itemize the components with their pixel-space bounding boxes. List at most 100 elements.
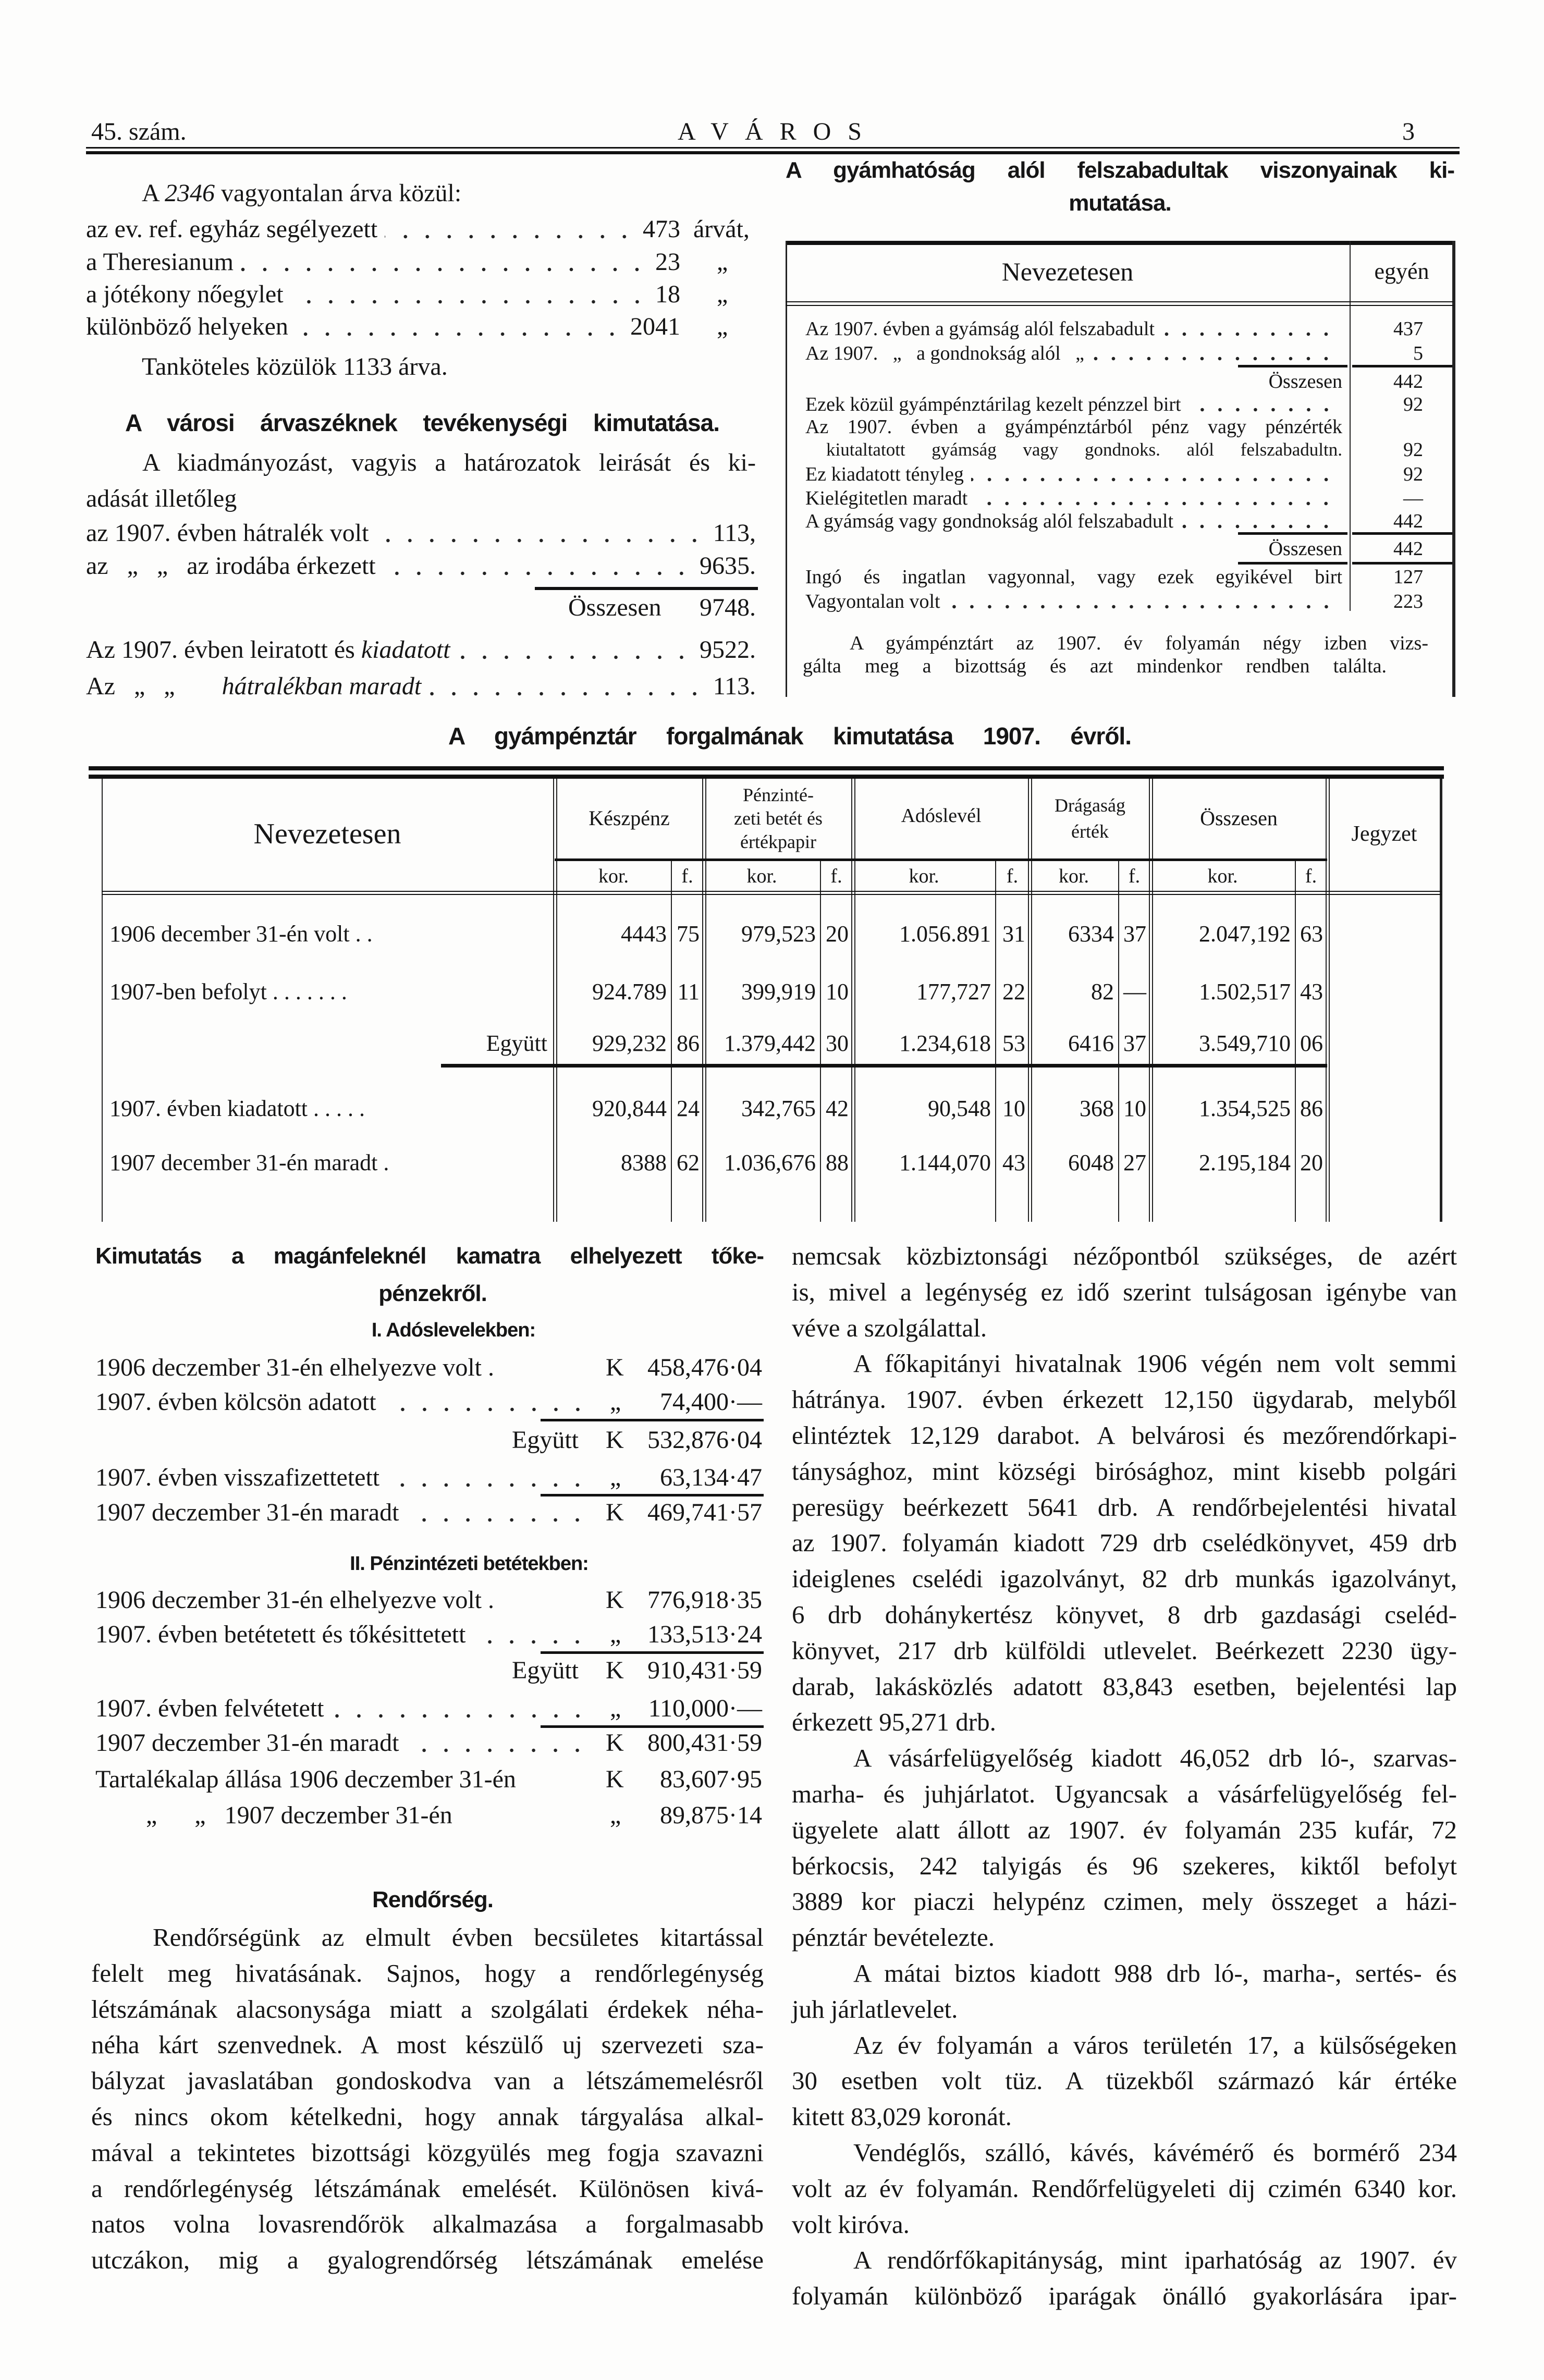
deposit-f: 42 bbox=[826, 1096, 849, 1121]
row-value: 133,513·24 bbox=[647, 1621, 762, 1648]
unit-kor: kor. bbox=[1058, 865, 1089, 887]
text-line: felelt meg hivatásának. Sajnos, hogy a r… bbox=[91, 1958, 764, 1988]
activity-row: az „ „ az irodába érkezett 9635. bbox=[86, 550, 756, 582]
total-label: Együtt bbox=[512, 1426, 579, 1454]
dot-leader bbox=[975, 486, 1335, 510]
valuable-kor: 6048 bbox=[1068, 1150, 1114, 1175]
row-value: 110,000·— bbox=[648, 1695, 762, 1722]
grid-line bbox=[851, 779, 852, 1222]
row-mark: K bbox=[606, 1765, 624, 1793]
total-f: 86 bbox=[1300, 1096, 1323, 1121]
row-value: 9635. bbox=[700, 552, 756, 580]
deposit-kor: 342,765 bbox=[741, 1096, 816, 1121]
text-line: juh járlatlevelet. bbox=[792, 1994, 958, 2023]
dot-leader bbox=[387, 1462, 589, 1493]
text-line: peresügy beérkezett 5641 drb. A rendőrbe… bbox=[792, 1492, 1457, 1522]
sum-rule bbox=[1238, 532, 1347, 535]
valuable-kor: 6334 bbox=[1068, 921, 1114, 947]
bond-f: 22 bbox=[1002, 979, 1025, 1004]
row-label: „ „ 1907 deczember 31-én bbox=[146, 1801, 452, 1829]
grid-line bbox=[1149, 779, 1150, 1222]
text-line: Rendőrségünk az elmult évben becsületes … bbox=[153, 1923, 764, 1952]
text-line: pénztár bevételezte. bbox=[792, 1923, 995, 1952]
text-line: A mátai biztos kiadott 988 drb ló-, marh… bbox=[853, 1958, 1457, 1988]
row-value: 23 bbox=[655, 248, 680, 276]
bond-kor: 1.144,070 bbox=[899, 1150, 991, 1175]
unit-kor: kor. bbox=[909, 865, 939, 887]
sum-rule bbox=[441, 1064, 1327, 1068]
section-title: I. Adóslevelekben: bbox=[371, 1319, 536, 1341]
row-label: 1907. évben felvétetett bbox=[95, 1695, 324, 1722]
right-column-text: nemcsak közbiztonsági nézőpontból szüksé… bbox=[792, 1238, 1457, 2314]
text-line: A főkapitányi hivatalnak 1906 végén nem … bbox=[853, 1349, 1457, 1378]
unit-kor: kor. bbox=[746, 865, 777, 887]
sum-rule bbox=[1352, 365, 1452, 367]
row-label: az 1907. évben hátralék volt bbox=[86, 519, 369, 547]
row-value: 458,476·04 bbox=[647, 1354, 762, 1381]
grid-line bbox=[1295, 860, 1296, 1222]
row-label: 1906 deczember 31-én elhelyezve volt . bbox=[95, 1354, 494, 1381]
text-line: a rendőrlegénység létszámának emelését. … bbox=[91, 2174, 764, 2203]
header-double-rule bbox=[102, 891, 1441, 892]
row-mark: K bbox=[606, 1499, 624, 1526]
dot-leader bbox=[385, 214, 635, 245]
fund-title-text: A gyámpénztár forgalmának kimutatása 190… bbox=[448, 722, 1132, 750]
issue-number: 45. szám. bbox=[91, 118, 187, 145]
deposit-kor: 979,523 bbox=[741, 921, 816, 947]
text-line: darab, lakásközlés adatott 83,843 esetbe… bbox=[792, 1672, 1457, 1701]
row-unit: „ bbox=[717, 280, 728, 308]
sum-rule bbox=[1352, 532, 1452, 535]
row-label: Ezek közül gyámpénztárilag kezelt pénzze… bbox=[805, 394, 1181, 415]
table-row: Kielégitetlen maradt bbox=[805, 486, 1342, 510]
row-value: 442 bbox=[1393, 538, 1423, 560]
row-mark: „ bbox=[610, 1695, 621, 1722]
row-label: 1907 deczember 31-én maradt bbox=[95, 1729, 399, 1757]
text-line: A vásárfelügyelőség kiadott 46,052 drb l… bbox=[853, 1744, 1457, 1773]
row-value: 18 bbox=[655, 280, 680, 308]
row-label: az „ „ az irodába érkezett bbox=[86, 552, 376, 580]
text-line: volt kiróva. bbox=[792, 2210, 910, 2239]
dot-leader bbox=[428, 671, 706, 702]
capital-title-line: Kimutatás a magánfeleknél kamatra elhely… bbox=[95, 1243, 764, 1269]
capital-title-line: pénzekről. bbox=[378, 1281, 487, 1306]
text-line: ideiglenes cselédi igazolványt, 82 drb m… bbox=[792, 1564, 1457, 1593]
row-value: 469,741·57 bbox=[647, 1499, 762, 1526]
total-kor: 3.549,710 bbox=[1199, 1030, 1291, 1056]
police-title: Rendőrség. bbox=[372, 1887, 494, 1912]
row-label-italic: hátralékban maradt bbox=[222, 672, 422, 700]
text-line: ügyelete alatt állott az 1907. év folyam… bbox=[792, 1815, 1457, 1844]
text-line: véve a szolgálattal. bbox=[792, 1313, 987, 1342]
text-line: 30 esetben volt tüz. A tüzekből származó… bbox=[792, 2066, 1457, 2095]
header-line: Pénzinté- bbox=[743, 784, 814, 805]
total-f: 20 bbox=[1300, 1150, 1323, 1175]
text-line: bályzat javaslatában gondoskodva van a l… bbox=[91, 2066, 764, 2095]
text-line: kitett 83,029 koronát. bbox=[792, 2102, 1012, 2131]
dot-leader bbox=[971, 462, 1335, 486]
bond-kor: 1.056.891 bbox=[899, 921, 991, 947]
intro-number: 2346 bbox=[165, 179, 215, 207]
text-line: 3889 kor piaczi helypénz czimen, mely ös… bbox=[792, 1887, 1457, 1916]
row-label: Az 1907. évben leiratott és bbox=[86, 636, 355, 664]
released-title-line: mutatása. bbox=[1069, 190, 1171, 216]
row-label: A gyámság vagy gondnokság alól felszabad… bbox=[805, 510, 1174, 532]
capital-row: 1907. évben betétetett és tőkésittetett bbox=[95, 1619, 596, 1650]
row-label: Tartalékalap állása 1906 deczember 31-én bbox=[95, 1765, 516, 1793]
dot-leader bbox=[295, 311, 623, 342]
dot-leader bbox=[383, 550, 692, 582]
sum-rule bbox=[1238, 562, 1347, 565]
text-line: mával a tekintetes bizottsági közgyülés … bbox=[91, 2138, 764, 2167]
dot-leader bbox=[406, 1727, 589, 1759]
header-double-rule bbox=[102, 894, 1441, 895]
row-label: 1907. évben kölcsön adatott bbox=[95, 1388, 376, 1416]
row-value: 83,607·95 bbox=[660, 1765, 762, 1793]
row-mark: K bbox=[606, 1426, 624, 1454]
row-value: 532,876·04 bbox=[647, 1426, 762, 1454]
released-title-line: A gyámhatóság alól felszabadultak viszon… bbox=[786, 157, 1455, 183]
total-label: Együtt bbox=[512, 1657, 579, 1684]
dot-leader bbox=[241, 247, 648, 278]
text-line: könyvet, 217 drb külföldi utlevelet. Beé… bbox=[792, 1636, 1457, 1665]
sum-rule bbox=[1352, 562, 1452, 565]
bond-kor: 1.234,618 bbox=[899, 1030, 991, 1056]
dot-leader bbox=[473, 1619, 589, 1650]
